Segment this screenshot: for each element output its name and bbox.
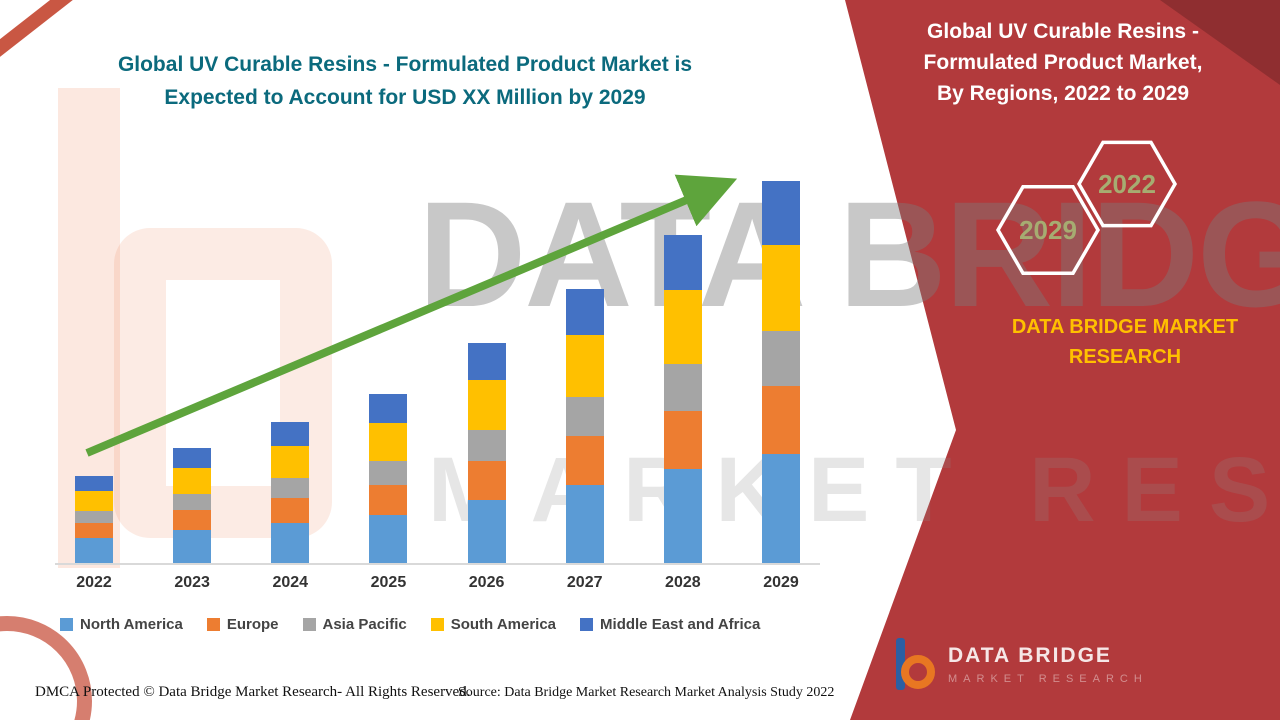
legend-label: Europe xyxy=(226,616,279,633)
bar-segment-2029-north-america xyxy=(761,454,800,563)
bar-segment-2029-asia-pacific xyxy=(761,331,800,386)
logo-title: DATA BRIDGE xyxy=(948,643,1112,667)
logo-subtitle: MARKET RESEARCH xyxy=(948,672,1148,685)
stacked-bars xyxy=(55,150,820,563)
year-hexagons: 2029 2022 xyxy=(995,140,1178,276)
bar-2022 xyxy=(75,476,113,563)
bar-2025 xyxy=(369,394,408,563)
bar-segment-2022-middle-east-and-africa xyxy=(75,476,113,491)
chart-title-line2: Expected to Account for USD XX Million b… xyxy=(164,86,646,109)
bar-segment-2024-south-america xyxy=(271,446,310,478)
bar-segment-2025-europe xyxy=(369,485,408,515)
x-label-2025: 2025 xyxy=(370,574,407,591)
bar-segment-2026-europe xyxy=(467,461,506,500)
bar-segment-2029-europe xyxy=(761,386,800,454)
bar-segment-2023-south-america xyxy=(173,468,212,494)
x-label-2024: 2024 xyxy=(272,574,309,591)
bar-segment-2028-middle-east-and-africa xyxy=(663,235,702,290)
legend-swatch xyxy=(206,618,220,631)
source-note: Source: Data Bridge Market Research Mark… xyxy=(458,685,835,700)
bar-segment-2027-asia-pacific xyxy=(565,397,604,436)
bar-segment-2025-north-america xyxy=(369,515,408,563)
legend-item-north-america: North America xyxy=(60,616,183,633)
hexagon-2029 xyxy=(995,184,1101,276)
legend-item-asia-pacific: Asia Pacific xyxy=(302,616,407,633)
legend-item-south-america: South America xyxy=(430,616,557,633)
bar-segment-2025-asia-pacific xyxy=(369,461,408,485)
bar-segment-2026-north-america xyxy=(467,500,506,563)
panel-title: Global UV Curable Resins - Formulated Pr… xyxy=(880,16,1246,109)
bar-2029 xyxy=(761,181,800,563)
brand-text: DATA BRIDGE MARKET RESEARCH xyxy=(970,312,1280,372)
hexagon-year-label: 2022 xyxy=(1098,169,1156,199)
brand-text-line1: DATA BRIDGE MARKET xyxy=(1011,316,1239,338)
bar-segment-2028-europe xyxy=(663,411,702,469)
bar-2023 xyxy=(173,448,212,563)
panel-title-line3: By Regions, 2022 to 2029 xyxy=(936,82,1190,105)
bar-2024 xyxy=(271,422,310,563)
x-label-2027: 2027 xyxy=(566,574,603,591)
bar-segment-2024-europe xyxy=(271,498,310,523)
legend-label: Asia Pacific xyxy=(322,616,407,633)
bar-segment-2026-middle-east-and-africa xyxy=(467,343,506,380)
brand-text-line2: RESEARCH xyxy=(1068,346,1182,368)
x-label-2028: 2028 xyxy=(665,574,701,591)
legend-swatch xyxy=(302,618,316,631)
bar-segment-2028-asia-pacific xyxy=(663,364,702,411)
bar-segment-2026-asia-pacific xyxy=(467,430,506,461)
bar-segment-2025-south-america xyxy=(369,423,408,461)
panel-title-line1: Global UV Curable Resins - xyxy=(927,20,1199,43)
bar-segment-2022-europe xyxy=(75,523,113,538)
bar-2026 xyxy=(467,343,506,563)
legend-label: Middle East and Africa xyxy=(600,616,761,633)
bar-segment-2022-north-america xyxy=(75,538,113,563)
hexagon-2022 xyxy=(1076,140,1178,228)
bar-2028 xyxy=(663,235,702,563)
x-axis-labels: 2022 2023 2024 2025 2026 2027 2028 2029 xyxy=(55,574,820,592)
legend-swatch xyxy=(430,618,444,631)
chart-title-line1: Global UV Curable Resins - Formulated Pr… xyxy=(117,53,693,76)
bar-segment-2029-middle-east-and-africa xyxy=(761,181,800,245)
bar-segment-2024-middle-east-and-africa xyxy=(271,422,310,446)
bar-segment-2029-south-america xyxy=(761,245,800,331)
bar-segment-2026-south-america xyxy=(467,380,506,430)
legend-label: South America xyxy=(450,616,557,633)
bar-segment-2023-asia-pacific xyxy=(173,494,212,510)
legend-label: North America xyxy=(80,616,183,633)
bar-segment-2028-south-america xyxy=(663,290,702,364)
bar-segment-2024-north-america xyxy=(271,523,310,563)
bar-segment-2025-middle-east-and-africa xyxy=(369,394,408,423)
bar-segment-2023-europe xyxy=(173,510,212,530)
dmca-notice: DMCA Protected © Data Bridge Market Rese… xyxy=(35,684,471,700)
legend-item-middle-east-and-africa: Middle East and Africa xyxy=(580,616,760,633)
bar-segment-2023-middle-east-and-africa xyxy=(173,448,212,468)
x-label-2029: 2029 xyxy=(763,574,799,591)
bar-segment-2023-north-america xyxy=(173,530,212,563)
hexagon-year-label: 2029 xyxy=(1019,215,1077,245)
bar-segment-2027-europe xyxy=(565,436,604,485)
bar-2027 xyxy=(565,289,604,563)
chart-plot-area xyxy=(55,150,820,565)
x-label-2022: 2022 xyxy=(76,574,112,591)
bar-segment-2027-middle-east-and-africa xyxy=(565,289,604,335)
bar-segment-2022-asia-pacific xyxy=(75,511,113,523)
bar-segment-2022-south-america xyxy=(75,491,113,511)
x-label-2026: 2026 xyxy=(468,574,505,591)
bar-segment-2027-north-america xyxy=(565,485,604,563)
chart-title: Global UV Curable Resins - Formulated Pr… xyxy=(85,48,725,114)
x-label-2023: 2023 xyxy=(174,574,210,591)
bar-segment-2028-north-america xyxy=(663,469,702,563)
chart-legend: North America Europe Asia Pacific South Ame… xyxy=(60,616,840,633)
corner-red-slash xyxy=(0,0,76,60)
bar-segment-2024-asia-pacific xyxy=(271,478,310,498)
right-panel-content: Global UV Curable Resins - Formulated Pr… xyxy=(840,0,1280,720)
legend-swatch xyxy=(580,618,594,631)
panel-title-line2: Formulated Product Market, xyxy=(923,51,1203,74)
company-logo: DATA BRIDGE MARKET RESEARCH xyxy=(892,638,1148,690)
logo-b-icon xyxy=(896,638,935,690)
legend-item-europe: Europe xyxy=(206,616,279,633)
legend-swatch xyxy=(60,618,73,631)
bar-segment-2027-south-america xyxy=(565,335,604,397)
